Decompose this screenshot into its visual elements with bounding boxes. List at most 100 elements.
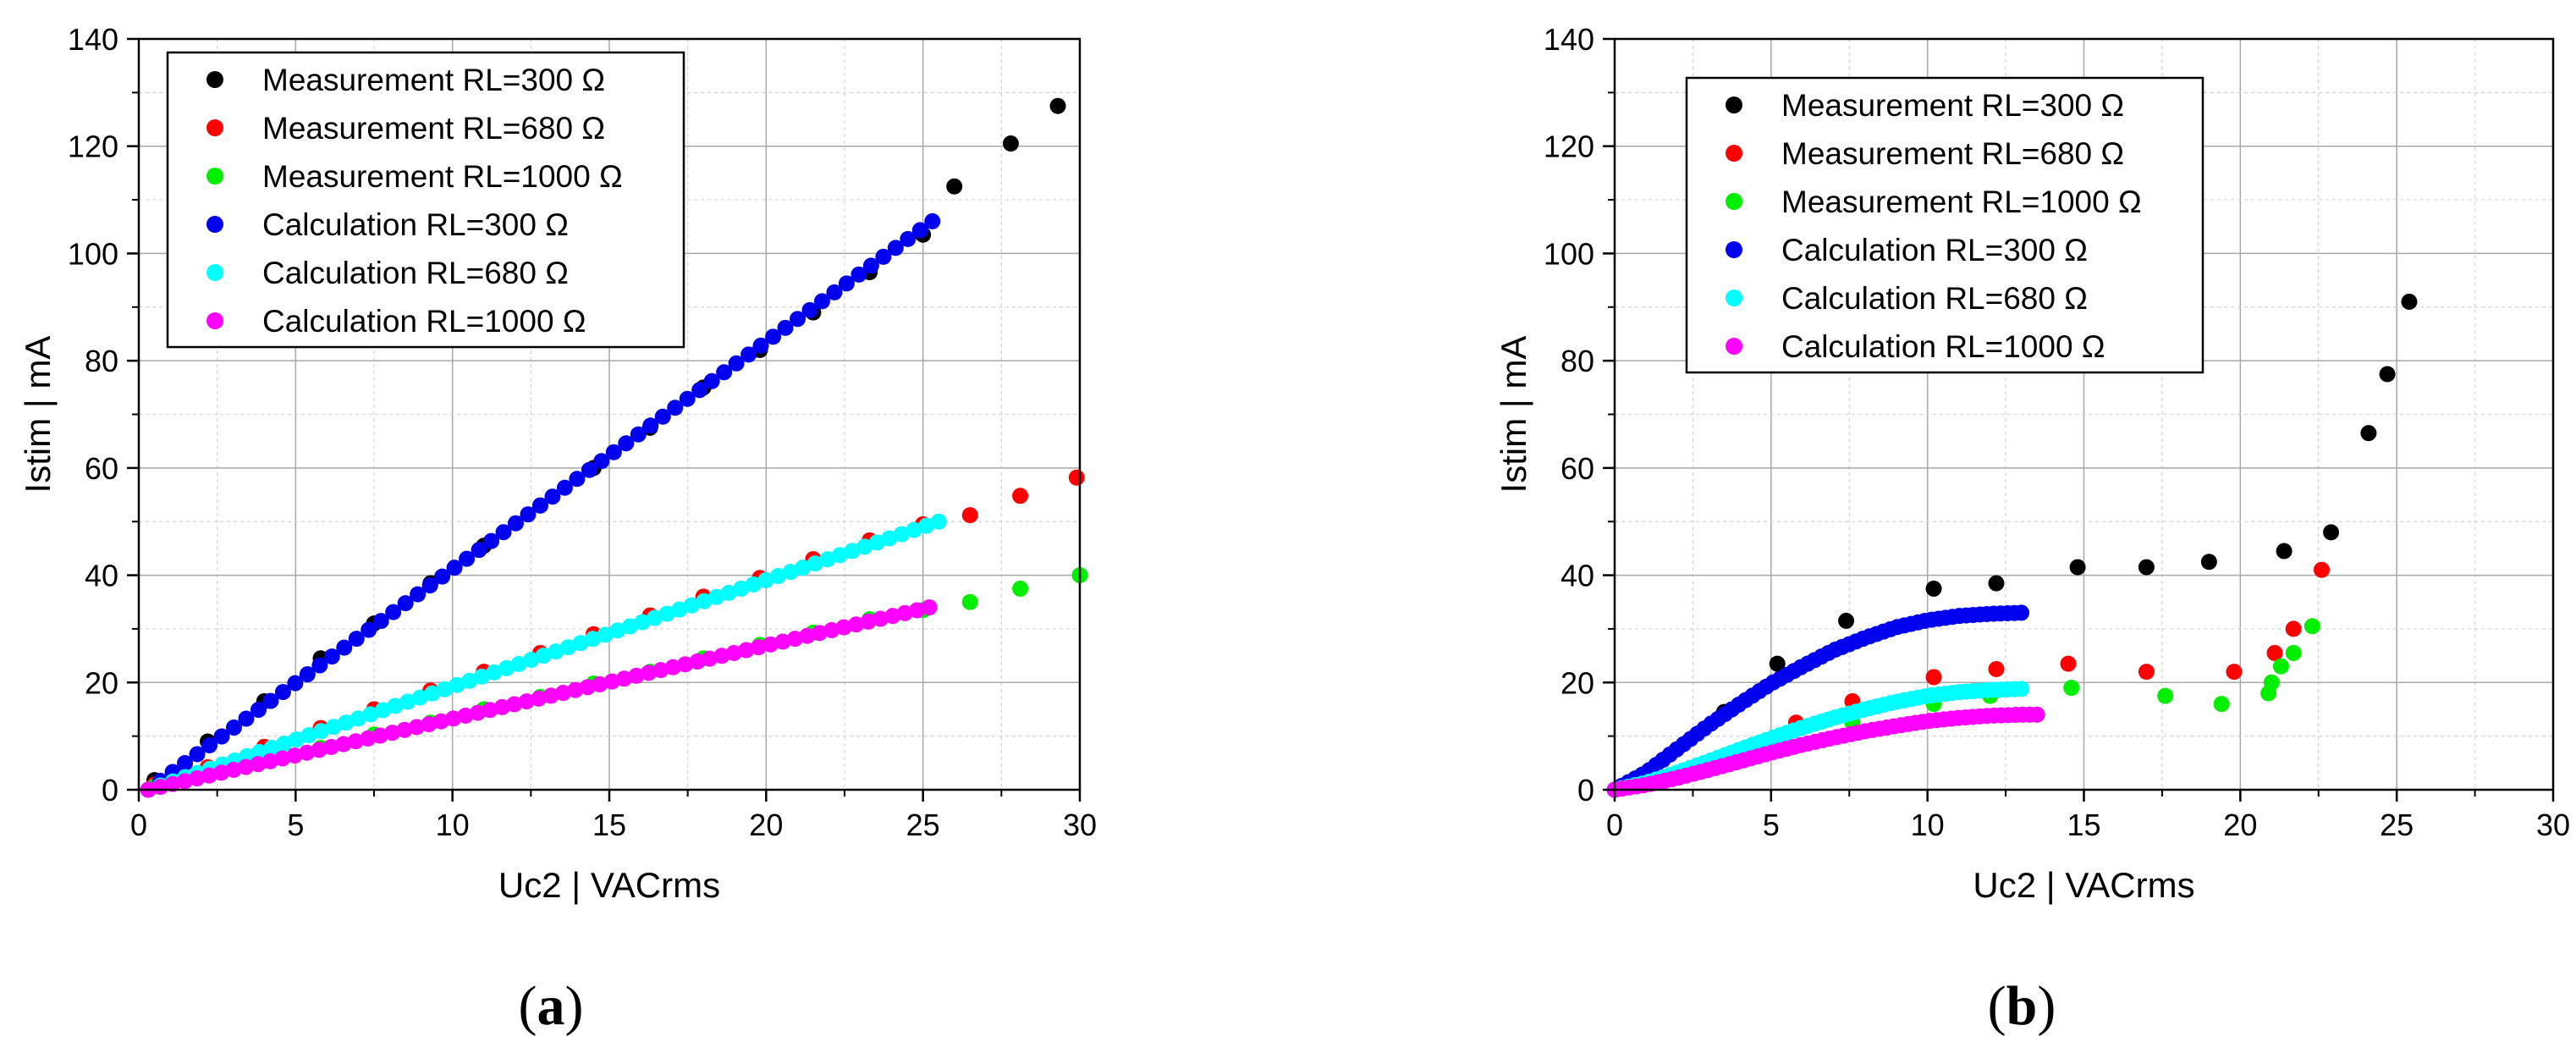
x-tick-label: 20 — [2223, 808, 2257, 842]
y-tick-label: 100 — [68, 236, 118, 271]
x-tick-label: 30 — [2536, 808, 2570, 842]
legend-entry-meas680: Measurement RL=680 Ω — [262, 111, 605, 146]
data-point-calc1000 — [421, 716, 438, 733]
data-point-calc680 — [486, 664, 503, 681]
data-point-calc1000 — [189, 770, 206, 787]
data-point-calc680 — [696, 593, 713, 609]
data-point-meas1000 — [2157, 687, 2174, 704]
legend-entry-meas300: Measurement RL=300 Ω — [262, 63, 605, 97]
data-point-calc300 — [238, 710, 255, 727]
data-point-meas300 — [2138, 559, 2155, 576]
data-point-calc680 — [806, 555, 823, 572]
data-point-calc680 — [905, 521, 922, 538]
data-point-calc300 — [274, 684, 291, 701]
x-tick-label: 25 — [906, 808, 940, 842]
panel-label-a: (a) — [519, 975, 584, 1037]
data-point-meas300 — [2276, 543, 2293, 560]
data-point-calc680 — [844, 543, 861, 560]
data-point-meas680 — [2226, 664, 2243, 681]
data-point-calc680 — [300, 727, 317, 744]
data-point-calc300 — [311, 657, 328, 674]
data-point-meas300 — [2401, 293, 2418, 310]
data-point-calc1000 — [360, 730, 377, 747]
legend-entry-meas1000: Measurement RL=1000 Ω — [262, 159, 623, 194]
data-point-calc680 — [288, 731, 305, 748]
legend-entry-calc680: Calculation RL=680 Ω — [262, 256, 569, 290]
series-group-a — [140, 97, 1088, 798]
data-point-calc680 — [325, 719, 342, 736]
data-point-calc300 — [531, 497, 548, 514]
legend-marker-meas1000 — [1726, 193, 1742, 210]
legend-entry-calc1000: Calculation RL=1000 Ω — [262, 304, 586, 339]
series-meas680 — [1787, 561, 2330, 731]
data-point-meas300 — [1838, 612, 1855, 629]
data-point-calc680 — [387, 697, 404, 714]
data-point-calc680 — [819, 551, 836, 568]
series-meas1000 — [1844, 618, 2320, 731]
panel-label-b-open: ( — [1988, 975, 2006, 1037]
data-point-calc300 — [605, 444, 622, 460]
data-point-calc1000 — [2028, 706, 2045, 723]
data-point-calc680 — [745, 576, 762, 593]
data-point-calc300 — [348, 631, 365, 648]
data-point-calc680 — [720, 584, 737, 601]
x-tick-label: 5 — [287, 808, 304, 842]
data-point-calc300 — [2013, 604, 2030, 621]
data-point-calc1000 — [884, 608, 901, 625]
data-point-calc1000 — [592, 675, 608, 692]
y-axis-title-a: Istim | mA — [18, 336, 58, 493]
x-tick-label: 10 — [436, 808, 470, 842]
data-point-calc1000 — [554, 685, 571, 702]
data-point-calc1000 — [152, 779, 169, 796]
data-point-calc300 — [299, 666, 316, 683]
data-point-calc1000 — [286, 747, 303, 764]
data-point-calc680 — [930, 513, 947, 530]
data-point-meas1000 — [961, 593, 978, 610]
data-point-calc1000 — [921, 599, 938, 616]
data-point-calc300 — [826, 284, 843, 300]
legend-entry-meas1000: Measurement RL=1000 Ω — [1781, 185, 2142, 219]
data-point-calc300 — [225, 719, 242, 736]
ticks-b: 0 5 10 15 20 25 30 0 20 40 60 80 100 120 140 — [1544, 22, 2570, 842]
x-tick-label: 30 — [1063, 808, 1097, 842]
y-tick-label: 120 — [68, 130, 118, 164]
data-point-meas300 — [2360, 425, 2377, 442]
y-tick-label: 140 — [68, 22, 118, 57]
data-point-calc300 — [911, 222, 928, 239]
data-point-meas1000 — [2213, 696, 2230, 713]
legend-entry-meas680: Measurement RL=680 Ω — [1781, 136, 2124, 171]
data-point-calc300 — [262, 692, 279, 709]
data-point-calc300 — [177, 755, 194, 772]
data-point-calc1000 — [725, 644, 742, 661]
data-point-calc300 — [372, 613, 389, 630]
data-point-calc680 — [436, 681, 453, 697]
data-point-calc300 — [520, 506, 537, 523]
data-point-calc300 — [385, 604, 402, 620]
data-point-calc300 — [507, 515, 524, 532]
data-point-calc1000 — [799, 627, 816, 644]
data-point-calc1000 — [531, 690, 548, 707]
data-point-calc1000 — [567, 681, 584, 698]
data-point-meas680 — [2138, 664, 2155, 681]
data-point-calc1000 — [322, 739, 339, 756]
panel-label-a-close: ) — [565, 975, 584, 1037]
data-point-calc300 — [471, 542, 487, 559]
data-point-calc300 — [410, 586, 427, 603]
data-point-calc300 — [850, 266, 867, 283]
data-point-calc300 — [593, 453, 610, 470]
data-point-calc680 — [535, 648, 552, 664]
data-point-calc680 — [276, 736, 293, 753]
data-point-meas1000 — [2304, 618, 2320, 635]
data-point-meas300 — [2323, 524, 2340, 541]
data-point-calc680 — [510, 656, 527, 673]
data-point-calc680 — [733, 580, 750, 597]
data-point-calc1000 — [860, 613, 877, 630]
panel-label-a-letter: a — [537, 975, 565, 1037]
data-point-calc300 — [801, 301, 818, 318]
y-tick-label: 80 — [1560, 344, 1594, 378]
data-point-calc300 — [838, 275, 855, 292]
data-point-calc1000 — [493, 698, 510, 715]
data-point-calc300 — [924, 212, 941, 229]
data-point-calc680 — [473, 668, 490, 685]
data-point-meas300 — [1769, 655, 1786, 672]
